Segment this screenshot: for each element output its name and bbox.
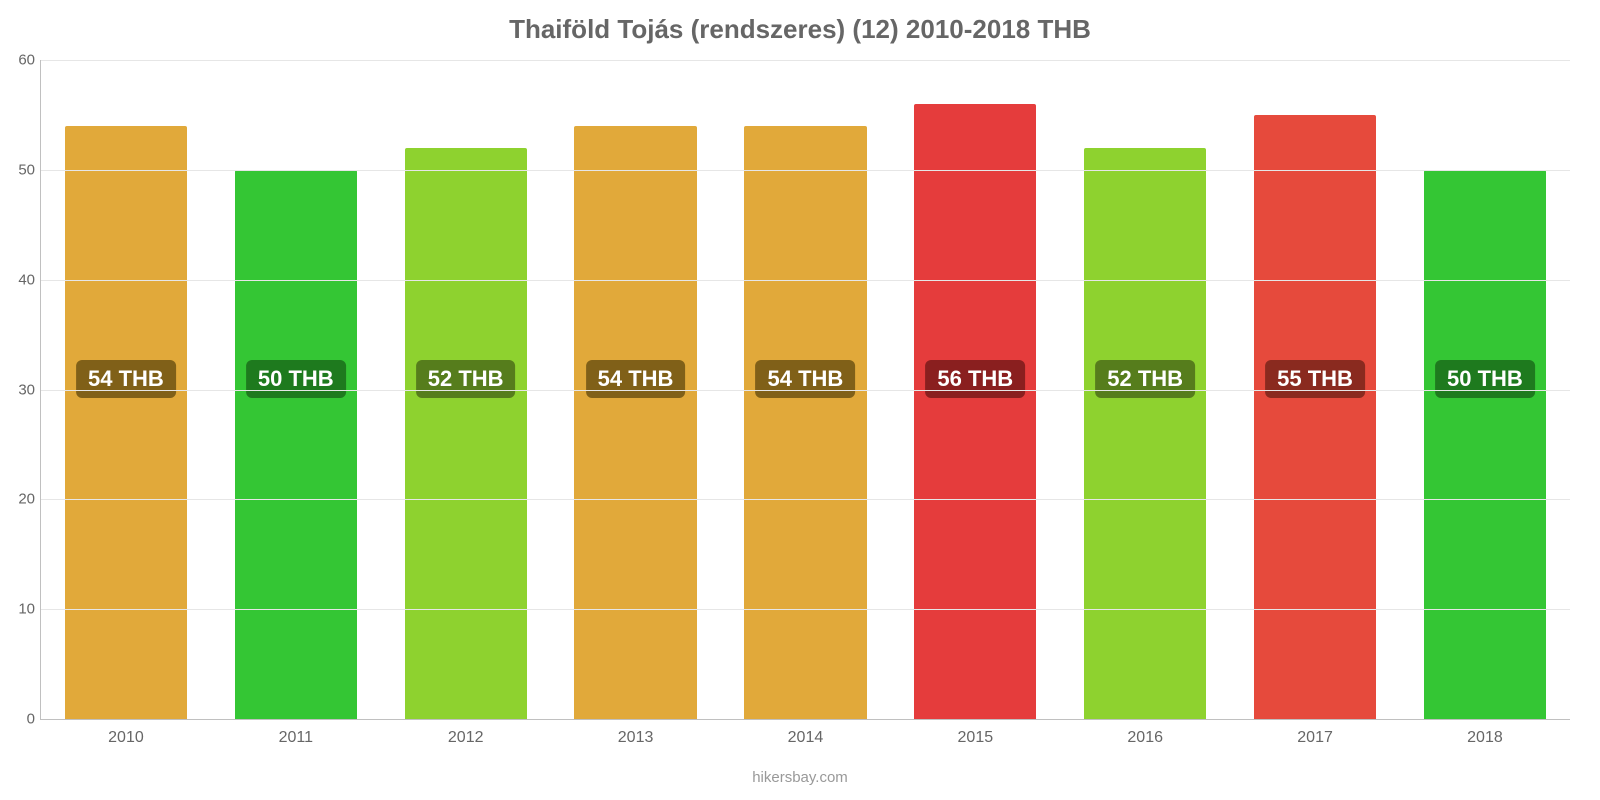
grid-line [41,60,1570,61]
bar: 52 THB [405,148,527,719]
bar: 56 THB [914,104,1036,719]
grid-line [41,280,1570,281]
grid-line [41,499,1570,500]
xtick-label: 2013 [618,729,654,747]
ytick-label: 30 [18,381,35,398]
bar: 54 THB [65,126,187,719]
attribution-text: hikersbay.com [0,769,1600,786]
bar: 54 THB [574,126,696,719]
plot-area: 54 THB201050 THB201152 THB201254 THB2013… [40,60,1570,720]
xtick-label: 2011 [279,729,313,747]
xtick-label: 2018 [1467,729,1503,747]
bar: 55 THB [1254,115,1376,719]
bar: 52 THB [1084,148,1206,719]
value-badge: 52 THB [1095,360,1195,398]
xtick-label: 2016 [1127,729,1163,747]
value-badge: 55 THB [1265,360,1365,398]
value-badge: 50 THB [246,360,346,398]
value-badge: 54 THB [756,360,856,398]
ytick-label: 0 [27,711,35,728]
value-badge: 54 THB [76,360,176,398]
value-badge: 50 THB [1435,360,1535,398]
value-badge: 56 THB [925,360,1025,398]
xtick-label: 2010 [108,729,144,747]
bar: 50 THB [235,170,357,719]
ytick-label: 10 [18,601,35,618]
ytick-label: 60 [18,52,35,69]
ytick-label: 40 [18,271,35,288]
xtick-label: 2017 [1297,729,1333,747]
xtick-label: 2014 [788,729,824,747]
grid-line [41,170,1570,171]
chart-container: Thaiföld Tojás (rendszeres) (12) 2010-20… [0,0,1600,800]
bar: 50 THB [1424,170,1546,719]
xtick-label: 2015 [958,729,994,747]
bar: 54 THB [744,126,866,719]
ytick-label: 50 [18,161,35,178]
xtick-label: 2012 [448,729,484,747]
chart-title: Thaiföld Tojás (rendszeres) (12) 2010-20… [0,14,1600,45]
value-badge: 54 THB [586,360,686,398]
grid-line [41,390,1570,391]
grid-line [41,609,1570,610]
value-badge: 52 THB [416,360,516,398]
ytick-label: 20 [18,491,35,508]
